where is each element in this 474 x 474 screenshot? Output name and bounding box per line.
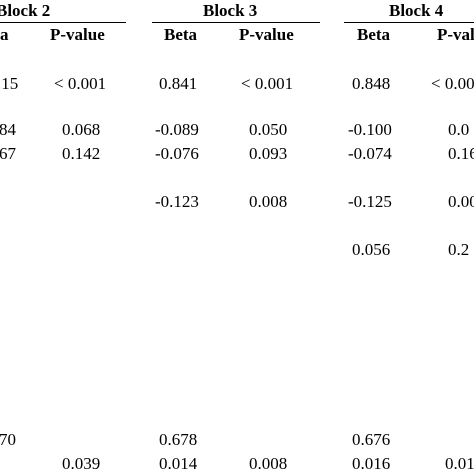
cell-r2-b3-beta: -0.089 — [155, 121, 199, 138]
block-2-header: Block 2 — [0, 2, 50, 19]
b3-pvalue-header: P-value — [239, 26, 294, 43]
b2-pvalue-header: P-value — [50, 26, 105, 43]
cell-r1-b2-beta: .15 — [0, 75, 18, 92]
block-3-rule — [152, 22, 320, 23]
cell-r1-b2-p: < 0.001 — [54, 75, 106, 92]
block-3-header: Block 3 — [203, 2, 257, 19]
block-4-header: Block 4 — [389, 2, 443, 19]
cell-r2-b2-beta: 84 — [0, 121, 16, 138]
cell-r4-b4-beta: -0.125 — [348, 193, 392, 210]
cell-r2-b4-beta: -0.100 — [348, 121, 392, 138]
cell-r2-b4-p: 0.0 — [448, 121, 469, 138]
cell-r3-b3-beta: -0.076 — [155, 145, 199, 162]
cell-r6-b4-beta: 0.676 — [352, 431, 390, 448]
b2-beta-header: a — [0, 26, 9, 43]
cell-r3-b3-p: 0.093 — [249, 145, 287, 162]
cell-r5-b4-p: 0.2 — [448, 241, 469, 258]
cell-r4-b3-p: 0.008 — [249, 193, 287, 210]
cell-r1-b3-beta: 0.841 — [159, 75, 197, 92]
block-2-rule — [0, 22, 126, 23]
cell-r7-b4-p: 0.01 — [445, 455, 474, 472]
b4-beta-header: Beta — [357, 26, 390, 43]
cell-r1-b4-p: < 0.001 — [431, 75, 474, 92]
cell-r6-b3-beta: 0.678 — [159, 431, 197, 448]
cell-r7-b3-beta: 0.014 — [159, 455, 197, 472]
block-4-rule — [344, 22, 474, 23]
b4-pvalue-header: P-value — [437, 26, 474, 43]
cell-r6-b2-beta: 70 — [0, 431, 16, 448]
cell-r7-b2-p: 0.039 — [62, 455, 100, 472]
cell-r4-b4-p: 0.00 — [448, 193, 474, 210]
b3-beta-header: Beta — [164, 26, 197, 43]
cell-r3-b4-p: 0.16 — [448, 145, 474, 162]
cell-r7-b4-beta: 0.016 — [352, 455, 390, 472]
cell-r3-b2-beta: 67 — [0, 145, 16, 162]
cell-r2-b2-p: 0.068 — [62, 121, 100, 138]
cell-r7-b3-p: 0.008 — [249, 455, 287, 472]
cell-r1-b3-p: < 0.001 — [241, 75, 293, 92]
cell-r5-b4-beta: 0.056 — [352, 241, 390, 258]
cell-r2-b3-p: 0.050 — [249, 121, 287, 138]
cell-r1-b4-beta: 0.848 — [352, 75, 390, 92]
cell-r3-b2-p: 0.142 — [62, 145, 100, 162]
cell-r3-b4-beta: -0.074 — [348, 145, 392, 162]
cell-r4-b3-beta: -0.123 — [155, 193, 199, 210]
